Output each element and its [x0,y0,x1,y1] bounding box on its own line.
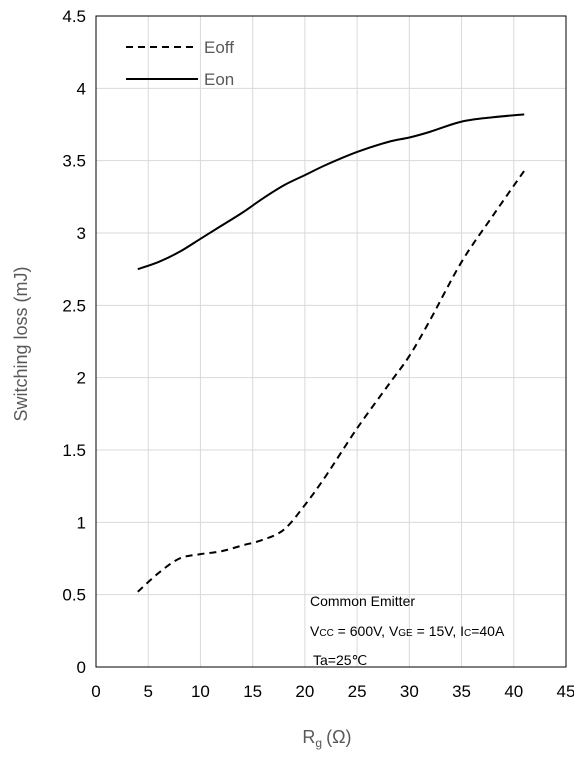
annotation-text: = 600V, V [334,623,399,639]
y-tick-label: 1 [77,513,86,532]
y-tick-label: 3 [77,224,86,243]
x-tick-label: 5 [143,682,152,701]
axes [95,15,567,668]
x-tick-label: 10 [191,682,210,701]
y-tick-label: 0 [77,658,86,677]
x-axis-title-sub: g [315,736,322,750]
y-tick-label: 4.5 [62,7,86,26]
y-axis-title: Switching loss (mJ) [11,266,31,421]
x-axis-title: Rg (Ω) [302,727,351,750]
series-line-eon [137,113,525,271]
x-tick-label: 40 [504,682,523,701]
y-tick-label: 4 [77,79,86,98]
tick-labels: 0 0.5 1 1.5 2 2.5 3 3.5 4 4.5 0 5 10 15 20 25 30 35 40 45 [62,7,574,701]
annotation-text: = 15V, I [413,623,464,639]
series-line-eoff [137,170,526,593]
x-tick-label: 35 [452,682,471,701]
series-lines [137,113,526,593]
annotation-conditions: VCC = 600V, VGE = 15V, IC=40A [310,623,505,639]
annotation-temperature: Ta=25℃ [313,652,367,668]
annotation-subscript: C [464,628,471,639]
x-tick-label: 45 [557,682,574,701]
x-tick-label: 20 [295,682,314,701]
test-conditions: Common Emitter VCC = 600V, VGE = 15V, IC… [310,593,505,668]
legend: Eoff Eon [126,38,234,89]
annotation-text: V [310,623,320,639]
legend-label-eoff: Eoff [204,38,234,57]
x-tick-label: 15 [243,682,262,701]
annotation-subscript: GE [398,628,413,639]
plot-area-border [95,15,567,668]
x-axis-title-unit: (Ω) [326,727,351,747]
x-axis-title-main: R [302,727,315,747]
x-tick-label: 25 [348,682,367,701]
grid-lines [96,15,567,667]
y-tick-label: 0.5 [62,586,86,605]
annotation-common-emitter: Common Emitter [310,593,415,609]
annotation-text: =40A [471,623,505,639]
y-tick-label: 2.5 [62,296,86,315]
annotation-subscript: CC [319,628,333,639]
legend-label-eon: Eon [204,70,234,89]
x-tick-label: 0 [91,682,100,701]
y-tick-label: 2 [77,369,86,388]
y-tick-label: 1.5 [62,441,86,460]
y-tick-label: 3.5 [62,152,86,171]
x-tick-label: 30 [400,682,419,701]
